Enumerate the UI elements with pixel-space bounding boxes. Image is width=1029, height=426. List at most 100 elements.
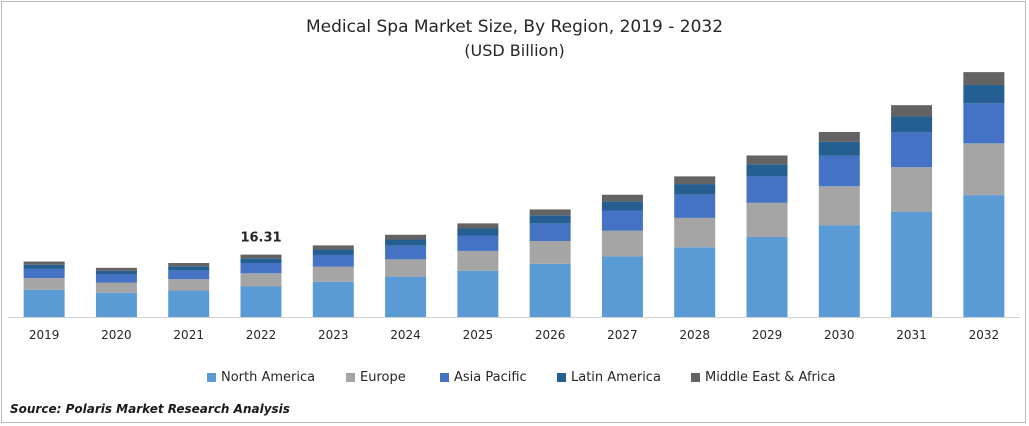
bar-segment-2022-europe [240, 273, 282, 287]
bar-segment-2025-latin-america [457, 228, 499, 236]
bar-segment-2028-north-america [674, 247, 716, 317]
bar-segment-2020-asia-pacific [95, 274, 137, 283]
x-tick-label-2031: 2031 [896, 328, 927, 342]
bar-segment-2027-europe [601, 230, 643, 257]
bar-segment-2024-latin-america [385, 239, 427, 246]
x-tick-label-2023: 2023 [318, 328, 349, 342]
bar-segment-2029-north-america [746, 236, 788, 317]
bar-segment-2028-europe [674, 217, 716, 248]
chart-title: Medical Spa Market Size, By Region, 2019… [305, 17, 724, 37]
x-tick-label-2019: 2019 [29, 328, 60, 342]
bar-segment-2028-asia-pacific [674, 194, 716, 218]
source-note: Source: Polaris Market Research Analysis [10, 402, 290, 416]
legend-swatch [691, 372, 700, 382]
bar-segment-2031-asia-pacific [891, 132, 933, 168]
bar-segment-2021-middle-east-africa [168, 263, 210, 267]
bar-segment-2021-asia-pacific [168, 270, 210, 280]
bar-segment-2027-north-america [601, 256, 643, 317]
x-tick-label-2024: 2024 [390, 328, 421, 342]
bar-segment-2030-north-america [818, 225, 860, 317]
bar-segment-2024-north-america [385, 276, 427, 317]
bar-segment-2031-north-america [891, 212, 933, 317]
data-label-2022: 16.31 [240, 231, 281, 246]
bar-segment-2027-asia-pacific [601, 210, 643, 231]
bar-segment-2025-europe [457, 250, 499, 271]
legend-swatch [207, 372, 216, 382]
bar-segment-2027-middle-east-africa [601, 194, 643, 202]
bar-segment-2026-europe [529, 241, 571, 264]
bar-segment-2031-europe [891, 167, 933, 212]
legend-item-asia-pacific: Asia Pacific [440, 368, 527, 386]
bar-segment-2023-asia-pacific [312, 254, 354, 267]
legend-item-europe: Europe [346, 368, 406, 386]
legend-swatch [440, 372, 449, 382]
x-tick-label-2025: 2025 [463, 328, 494, 342]
legend-item-middle-east-africa: Middle East & Africa [691, 368, 836, 386]
chart-subtitle: (USD Billion) [464, 41, 565, 60]
legend-label: Europe [360, 369, 406, 385]
bar-segment-2026-latin-america [529, 215, 571, 224]
bar-segment-2029-europe [746, 202, 788, 237]
bar-segment-2032-north-america [963, 195, 1005, 317]
bar-segment-2025-asia-pacific [457, 235, 499, 251]
bar-segment-2032-latin-america [963, 84, 1005, 104]
x-tick-label-2029: 2029 [752, 328, 783, 342]
legend-label: Middle East & Africa [705, 369, 836, 385]
bar-segment-2028-latin-america [674, 184, 716, 195]
bar-segment-2029-asia-pacific [746, 176, 788, 203]
bar-segment-2023-latin-america [312, 249, 354, 255]
bar-segment-2029-latin-america [746, 164, 788, 177]
bar-segment-2020-europe [95, 282, 137, 293]
bar-segment-2030-europe [818, 186, 860, 226]
bar-segment-2020-middle-east-africa [95, 267, 137, 271]
bar-segment-2025-north-america [457, 270, 499, 317]
legend-label: Asia Pacific [454, 369, 527, 385]
legend-item-north-america: North America [207, 368, 315, 386]
bar-segment-2026-asia-pacific [529, 223, 571, 241]
bar-segment-2022-asia-pacific [240, 263, 282, 274]
bar-segment-2022-latin-america [240, 258, 282, 264]
bar-segment-2024-europe [385, 259, 427, 277]
x-tick-label-2022: 2022 [246, 328, 277, 342]
bar-segment-2026-north-america [529, 263, 571, 317]
bar-segment-2019-asia-pacific [23, 268, 65, 279]
bar-segment-2019-north-america [23, 289, 65, 317]
bar-segment-2029-middle-east-africa [746, 155, 788, 165]
legend-swatch [557, 372, 566, 382]
bar-segment-2028-middle-east-africa [674, 176, 716, 185]
legend-label: Latin America [571, 369, 661, 385]
bar-segment-2021-europe [168, 279, 210, 291]
bar-segment-2021-latin-america [168, 266, 210, 271]
bar-segment-2022-middle-east-africa [240, 254, 282, 259]
bar-segment-2024-middle-east-africa [385, 234, 427, 240]
bar-segment-2032-europe [963, 143, 1005, 196]
bar-segment-2030-asia-pacific [818, 155, 860, 187]
x-tick-label-2020: 2020 [101, 328, 132, 342]
bar-segment-2031-middle-east-africa [891, 105, 933, 117]
legend-swatch [346, 372, 355, 382]
legend-label: North America [221, 369, 316, 385]
bar-segment-2022-north-america [240, 286, 282, 317]
bar-segment-2019-europe [23, 278, 65, 290]
x-tick-label-2021: 2021 [173, 328, 204, 342]
x-tick-label-2030: 2030 [824, 328, 855, 342]
x-tick-label-2032: 2032 [969, 328, 1000, 342]
bar-segment-2030-middle-east-africa [818, 131, 860, 142]
bar-segment-2032-asia-pacific [963, 103, 1005, 144]
bar-segment-2032-middle-east-africa [963, 72, 1005, 85]
chart-legend: North America Europe Asia Pacific Latin Ame… [0, 368, 1029, 386]
legend-item-latin-america: Latin America [557, 368, 661, 386]
bar-segment-2026-middle-east-africa [529, 209, 571, 216]
bar-segment-2019-latin-america [23, 264, 65, 269]
bar-segment-2023-middle-east-africa [312, 245, 354, 250]
bar-segment-2021-north-america [168, 290, 210, 317]
bar-segment-2031-latin-america [891, 116, 933, 133]
bar-segment-2030-latin-america [818, 141, 860, 156]
bar-segment-2020-latin-america [95, 270, 137, 275]
bar-segment-2019-middle-east-africa [23, 261, 65, 265]
x-tick-label-2026: 2026 [535, 328, 566, 342]
bar-segment-2020-north-america [95, 292, 137, 317]
bar-segment-2023-europe [312, 266, 354, 282]
